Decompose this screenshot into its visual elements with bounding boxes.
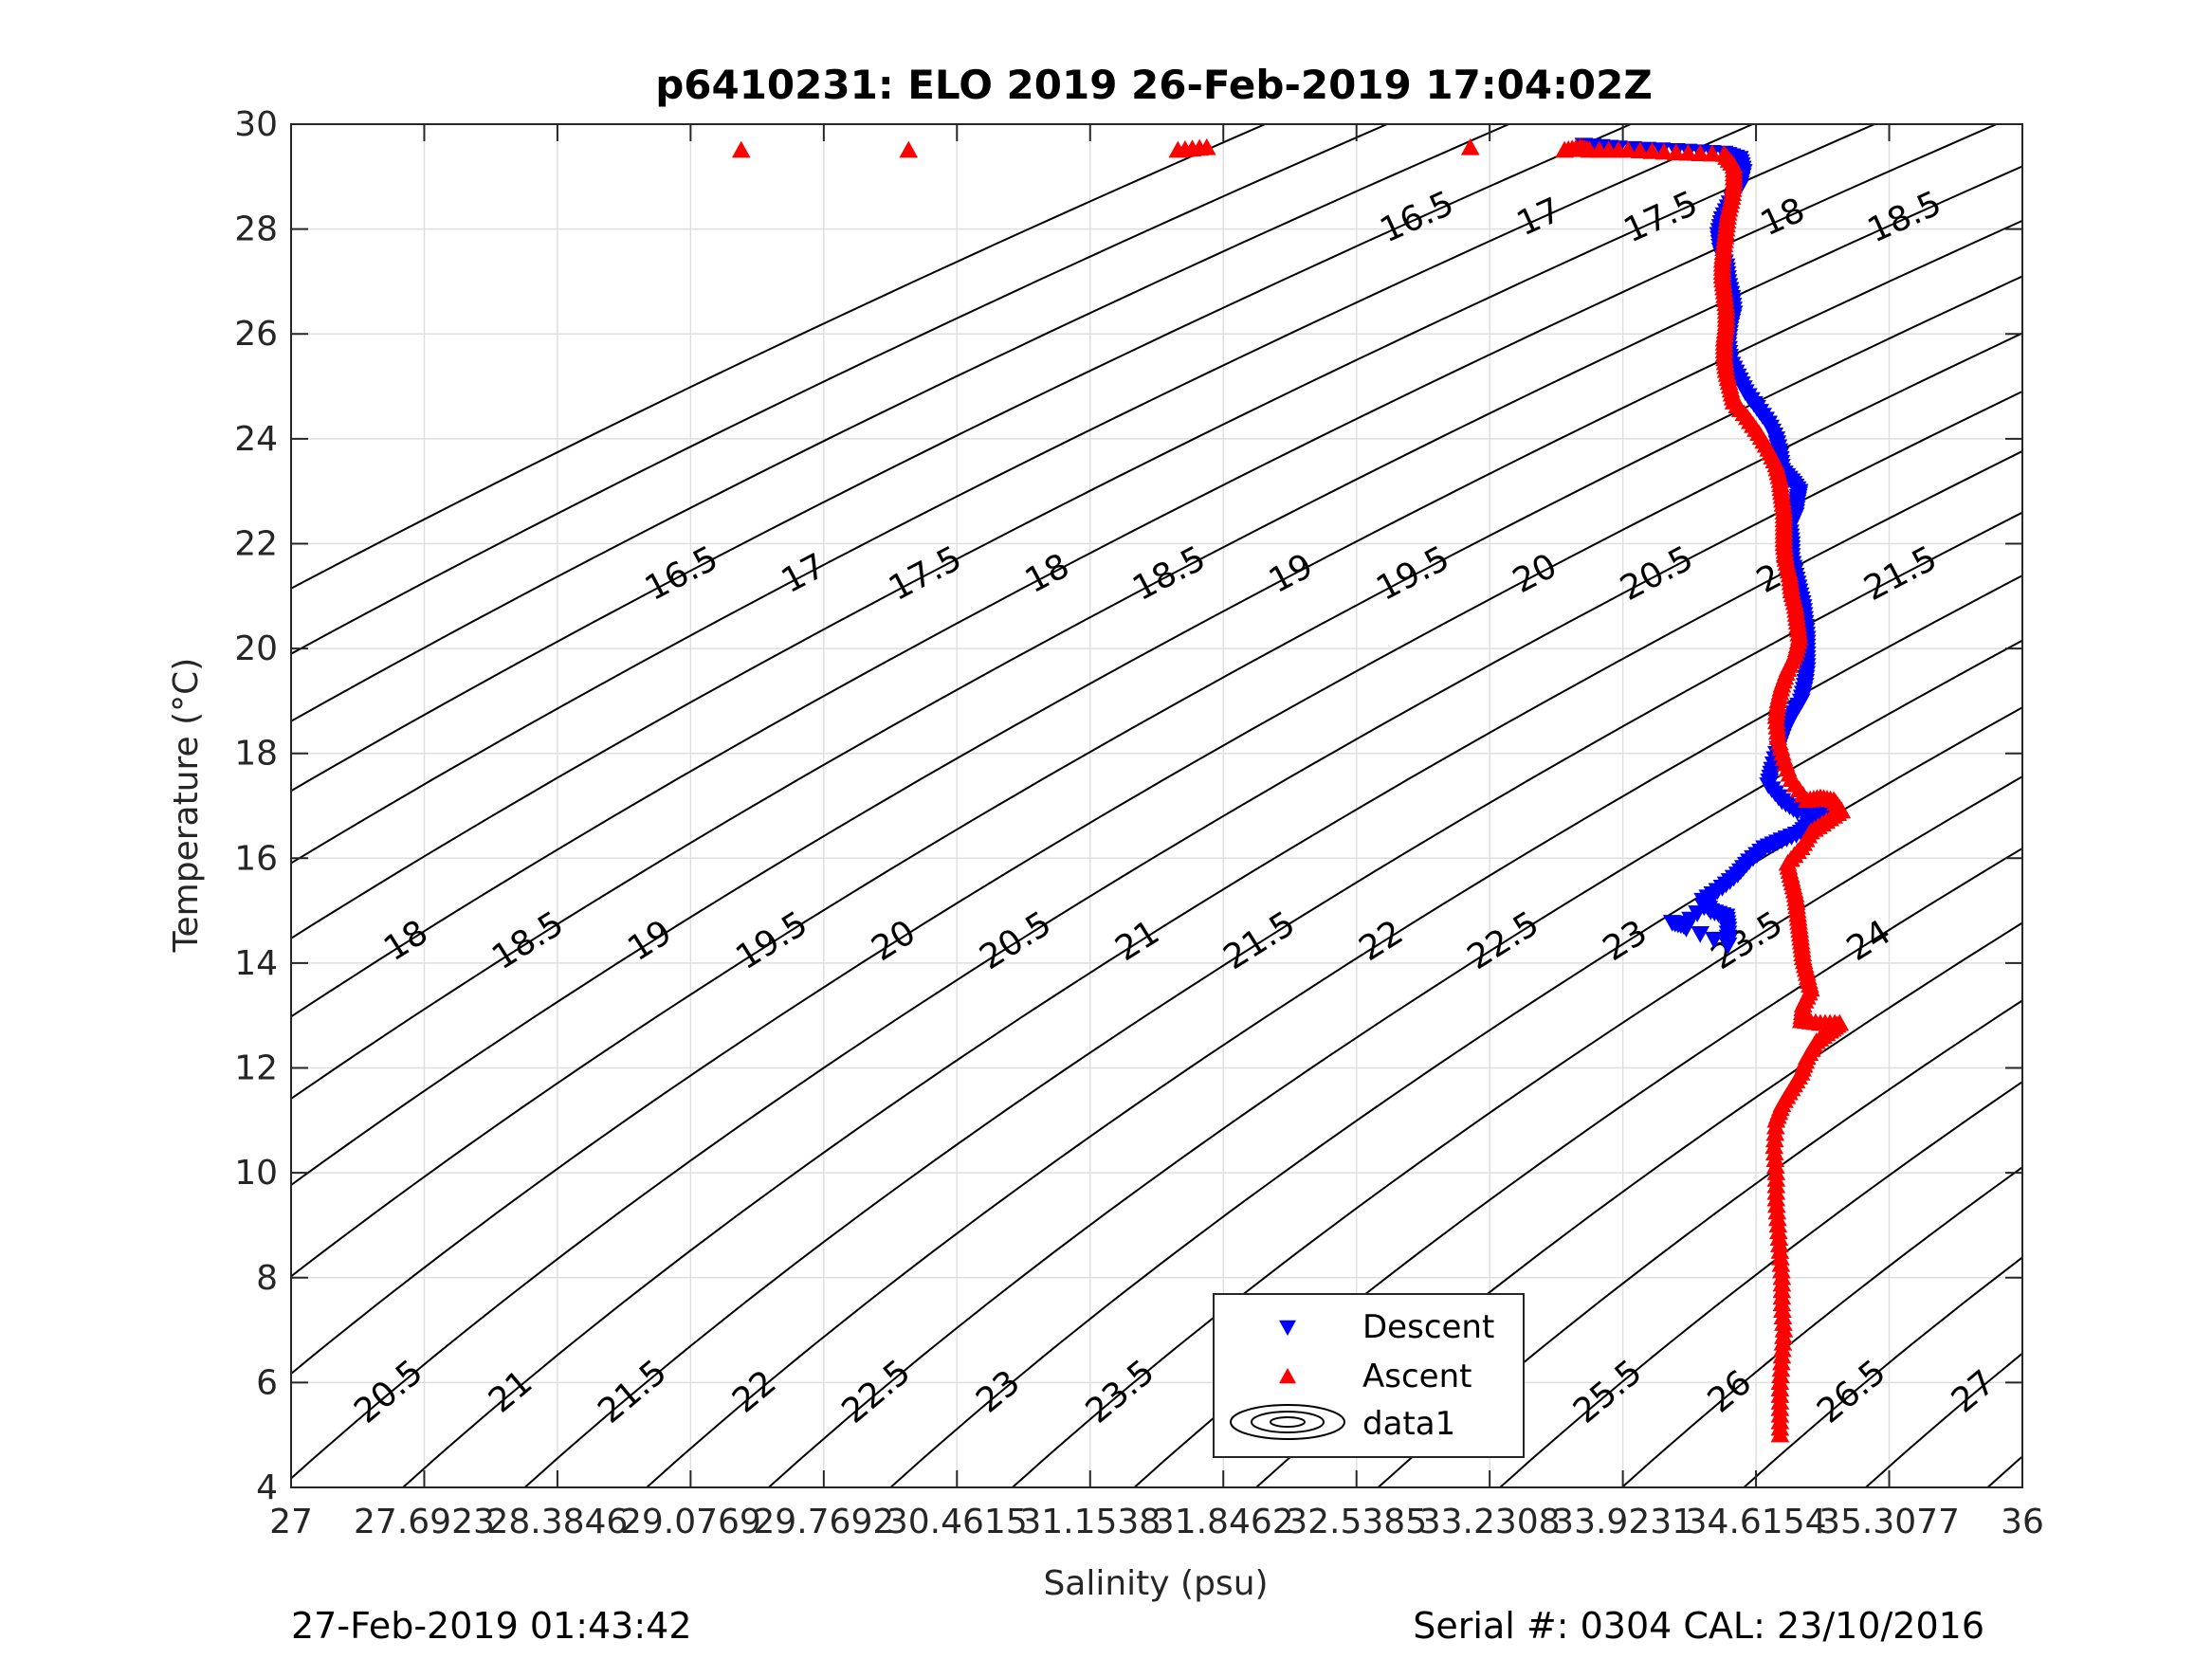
footer-timestamp: 27-Feb-2019 01:43:42 xyxy=(291,1605,692,1647)
y-tick-label: 30 xyxy=(234,105,278,144)
ascent-series xyxy=(731,137,1852,1443)
x-tick-label: 36 xyxy=(2001,1503,2044,1541)
footer-serial-cal: Serial #: 0304 CAL: 23/10/2016 xyxy=(1413,1605,1984,1647)
legend-contour-icon xyxy=(1230,1404,1345,1440)
density-contour xyxy=(1865,1352,2022,1487)
x-tick-label: 29.0769 xyxy=(620,1503,761,1541)
density-contour xyxy=(291,124,1998,1018)
x-tick-label: 27.6923 xyxy=(354,1503,495,1541)
density-contour xyxy=(1499,1080,2022,1487)
x-axis-label: Salinity (psu) xyxy=(1043,1564,1268,1603)
x-tick-label: 35.3077 xyxy=(1819,1503,1960,1541)
ascent-point xyxy=(1630,141,1650,159)
density-contours xyxy=(291,124,2022,1487)
y-tick-label: 22 xyxy=(234,524,278,563)
y-tick-label: 18 xyxy=(234,735,278,774)
legend-descent-triangle xyxy=(1279,1320,1296,1336)
density-contour xyxy=(1012,775,2022,1487)
ascent-point xyxy=(1642,142,1662,159)
density-contour xyxy=(291,124,1632,793)
ascent-point xyxy=(899,140,919,158)
y-tick-label: 8 xyxy=(256,1259,278,1298)
ascent-point xyxy=(1654,142,1673,160)
y-axis-ticks: 4 6 8 10 12 14 16 18 20 22 24 26 28 30 xyxy=(234,105,2022,1507)
density-contour xyxy=(291,165,2022,1101)
ascent-point xyxy=(1555,140,1574,158)
x-tick-label: 34.6154 xyxy=(1686,1503,1827,1541)
density-contour xyxy=(291,219,2022,1187)
ascent-point xyxy=(1691,144,1710,161)
density-contour xyxy=(291,124,1266,590)
y-tick-label: 12 xyxy=(234,1049,278,1088)
y-tick-label: 4 xyxy=(256,1468,278,1507)
y-axis-label: Temperature (°C) xyxy=(167,658,206,954)
ascent-point xyxy=(1666,143,1686,161)
density-contour xyxy=(291,124,1388,655)
y-tick-label: 10 xyxy=(234,1154,278,1193)
plot-frame xyxy=(290,123,2023,1488)
x-axis-ticks: 27 27.692328.384629.076929.769230.461531.… xyxy=(269,124,2044,1541)
descent-point xyxy=(1718,937,1738,955)
x-tick-label: 27 xyxy=(269,1503,313,1541)
density-contour xyxy=(291,124,1875,939)
descent-point xyxy=(1691,925,1710,943)
density-contour xyxy=(768,639,2022,1487)
x-tick-label: 30.4615 xyxy=(887,1503,1028,1541)
legend-ascent-marker xyxy=(1279,1368,1296,1384)
chart-title: p6410231: ELO 2019 26-Feb-2019 17:04:02Z xyxy=(655,62,1653,108)
x-tick-label: 33.2308 xyxy=(1419,1503,1561,1541)
density-contour xyxy=(291,124,1509,722)
descent-point xyxy=(1705,931,1724,949)
density-contour xyxy=(1621,1166,2022,1487)
y-tick-label: 20 xyxy=(234,629,278,668)
legend-descent-label: Descent xyxy=(1362,1308,1494,1346)
density-contour xyxy=(291,390,2022,1480)
y-tick-label: 14 xyxy=(234,944,278,983)
density-contour xyxy=(291,124,1753,865)
density-contour xyxy=(523,511,2022,1487)
x-tick-label: 28.3846 xyxy=(486,1503,628,1541)
x-tick-label: 32.5385 xyxy=(1286,1503,1427,1541)
ascent-point xyxy=(731,140,751,158)
ascent-point xyxy=(1197,137,1216,155)
legend-ascent-triangle xyxy=(1279,1368,1296,1384)
ascent-point xyxy=(1460,137,1480,155)
y-tick-label: 24 xyxy=(234,420,278,459)
ascent-point xyxy=(1714,145,1734,162)
x-tick-label: 29.7692 xyxy=(753,1503,894,1541)
density-contour xyxy=(291,275,2022,1278)
y-tick-label: 26 xyxy=(234,315,278,354)
y-tick-label: 16 xyxy=(234,839,278,878)
legend: Descent Ascent data1 xyxy=(1213,1293,1525,1458)
descent-point xyxy=(1701,892,1721,910)
ascent-point xyxy=(1678,143,1698,161)
density-contour xyxy=(402,449,2022,1487)
legend-ascent-label: Ascent xyxy=(1362,1358,1472,1395)
x-tick-label: 33.9231 xyxy=(1552,1503,1693,1541)
density-contour xyxy=(1743,1256,2022,1487)
gridlines xyxy=(291,124,2022,1487)
legend-descent-marker xyxy=(1279,1320,1296,1336)
ascent-point xyxy=(1702,144,1722,162)
x-tick-label: 31.1538 xyxy=(1019,1503,1161,1541)
y-tick-label: 28 xyxy=(234,210,278,249)
x-tick-label: 31.8462 xyxy=(1153,1503,1294,1541)
legend-contour-label: data1 xyxy=(1362,1405,1455,1443)
density-contour xyxy=(291,332,2022,1376)
density-contour xyxy=(1986,1455,2022,1487)
y-tick-label: 6 xyxy=(256,1363,278,1402)
